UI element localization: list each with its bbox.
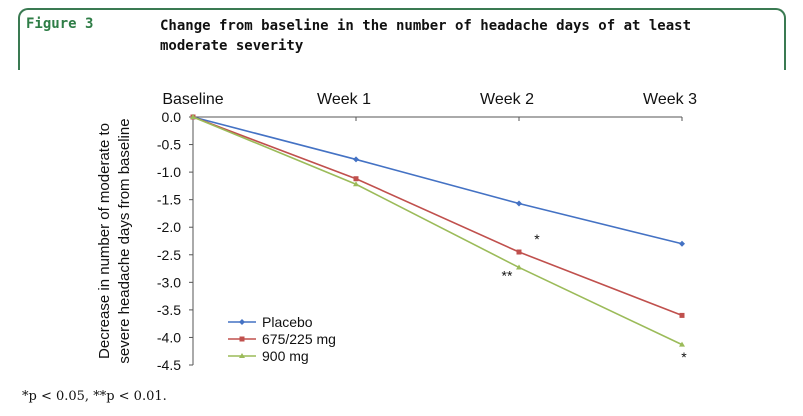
y-tick-label: -4.0 [157, 329, 181, 345]
y-tick-label: 0.0 [162, 109, 182, 125]
y-tick-label: -2.0 [157, 219, 181, 235]
x-tick-label: Baseline [162, 91, 223, 108]
figure-header-frame [18, 8, 786, 70]
data-point [516, 200, 522, 207]
legend-label: Placebo [262, 314, 313, 330]
legend-marker [239, 353, 245, 358]
y-tick-label: -3.5 [157, 302, 181, 318]
legend-label: 900 mg [262, 348, 309, 364]
y-tick-label: -4.5 [157, 357, 181, 373]
y-axis-label: severe headache days from baseline [116, 118, 133, 363]
legend-label: 675/225 mg [262, 331, 336, 347]
data-point [679, 341, 685, 347]
figure-title: Change from baseline in the number of he… [160, 18, 692, 54]
significance-annotation: * [534, 231, 540, 247]
legend-marker [239, 336, 245, 342]
data-point [679, 312, 685, 318]
data-point [353, 156, 359, 163]
data-point [516, 264, 522, 270]
data-point [353, 181, 359, 187]
series-line [192, 116, 683, 346]
data-point [353, 176, 359, 182]
significance-annotation: * [681, 349, 687, 365]
y-tick-label: -3.0 [157, 274, 181, 290]
data-point [190, 114, 196, 119]
y-axis-label: Decrease in number of moderate to [96, 123, 113, 359]
y-tick-label: -1.0 [157, 164, 181, 180]
y-tick-label: -2.5 [157, 247, 181, 263]
y-tick-label: -1.5 [157, 192, 181, 208]
x-tick-label: Week 2 [480, 91, 534, 108]
y-tick-label: -0.5 [157, 137, 181, 153]
x-tick-label: Week 1 [317, 91, 371, 108]
figure-label: Figure 3 [26, 16, 94, 32]
data-point [516, 249, 522, 255]
legend-marker [239, 319, 245, 325]
series-line [192, 116, 683, 245]
significance-annotation: ** [502, 268, 513, 284]
significance-footnote: *p < 0.05, **p < 0.01. [22, 389, 167, 404]
series-line [192, 116, 683, 317]
x-tick-label: Week 3 [643, 91, 697, 108]
data-point [679, 240, 685, 247]
